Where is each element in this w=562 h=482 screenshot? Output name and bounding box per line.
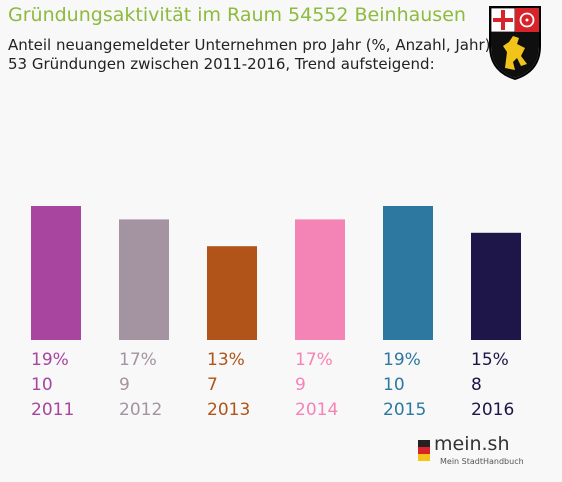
- germany-map-icon: [418, 440, 430, 461]
- year-label-2014: 2014: [295, 400, 338, 420]
- logo-text: mein.sh: [434, 433, 510, 455]
- percent-label-2013: 13%: [207, 350, 245, 370]
- bar-2016: [471, 232, 521, 340]
- bar-2014: [295, 219, 345, 340]
- percent-label-2014: 17%: [295, 350, 333, 370]
- count-label-2013: 7: [207, 375, 218, 395]
- bar-2011: [31, 206, 81, 340]
- chart-title: Gründungsaktivität im Raum 54552 Beinhau…: [8, 4, 466, 26]
- percent-label-2011: 19%: [31, 350, 69, 370]
- year-label-2016: 2016: [471, 400, 514, 420]
- bar-2012: [119, 219, 169, 340]
- bar-2013: [207, 246, 257, 340]
- year-label-2015: 2015: [383, 400, 426, 420]
- subtitle-line-2: 53 Gründungen zwischen 2011-2016, Trend …: [8, 55, 435, 73]
- bar-2015: [383, 206, 433, 340]
- count-label-2012: 9: [119, 375, 130, 395]
- mein-sh-logo[interactable]: mein.sh Mein StadtHandbuch: [414, 430, 524, 470]
- year-label-2012: 2012: [119, 400, 162, 420]
- year-label-2011: 2011: [31, 400, 74, 420]
- count-label-2011: 10: [31, 375, 53, 395]
- year-label-2013: 2013: [207, 400, 250, 420]
- count-label-2016: 8: [471, 375, 482, 395]
- logo-subtitle: Mein StadtHandbuch: [440, 457, 524, 466]
- subtitle-line-1: Anteil neuangemeldeter Unternehmen pro J…: [8, 36, 491, 54]
- count-label-2014: 9: [295, 375, 306, 395]
- coat-of-arms-icon: [489, 6, 541, 80]
- percent-label-2016: 15%: [471, 350, 509, 370]
- percent-label-2012: 17%: [119, 350, 157, 370]
- percent-label-2015: 19%: [383, 350, 421, 370]
- chart-subtitle: Anteil neuangemeldeter Unternehmen pro J…: [8, 36, 491, 74]
- count-label-2015: 10: [383, 375, 405, 395]
